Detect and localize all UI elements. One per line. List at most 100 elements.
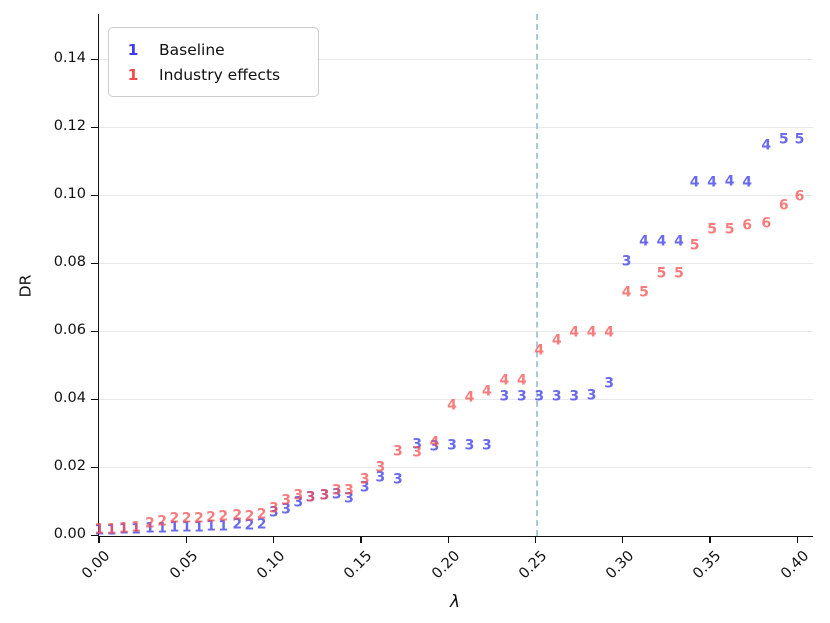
marker-baseline: 4 [689,174,700,191]
marker-baseline: 3 [534,388,545,405]
marker-industry: 3 [344,482,354,499]
x-tick [709,536,711,543]
marker-industry: 5 [674,266,684,283]
marker-industry: 2 [145,515,155,532]
marker-baseline: 3 [293,494,304,511]
marker-industry: 3 [331,483,342,500]
x-axis-label: λ [449,592,461,612]
legend-label-industry: Industry effects [159,65,281,84]
marker-baseline: 3 [464,437,475,454]
x-tick [534,536,537,543]
marker-baseline: 3 [412,436,422,453]
marker-baseline: 1 [157,520,168,537]
marker-baseline: 1 [218,518,229,535]
marker-baseline: 4 [639,234,649,251]
marker-baseline: 3 [331,486,342,503]
marker-baseline: 3 [359,479,370,496]
marker-industry: 6 [778,197,789,214]
marker-industry: 3 [319,487,330,504]
marker-baseline: 3 [621,253,632,270]
marker-baseline: 1 [181,519,192,536]
legend-row-industry: 1 Industry effects [121,62,306,87]
x-tick-label: 0.30 [603,548,638,583]
marker-industry: 6 [794,188,805,205]
marker-baseline: 4 [674,234,684,251]
marker-industry: 3 [359,471,370,488]
legend-marker-baseline: 1 [127,40,139,59]
y-tick-label: 0.00 [53,526,86,542]
gridline [99,330,813,332]
x-tick-label: 0.20 [428,548,463,583]
y-tick-label: 0.04 [53,389,86,406]
marker-baseline: 2 [256,516,267,533]
x-tick-label: 0.05 [166,548,201,583]
marker-industry: 5 [656,266,667,283]
y-tick [91,466,98,469]
marker-industry: 4 [499,372,510,389]
legend-marker-industry: 1 [127,65,139,84]
vertical-dashed-reference-line [535,14,538,536]
marker-baseline: 3 [392,471,403,488]
y-tick-label: 0.14 [53,49,86,66]
gridline [99,398,813,400]
marker-baseline: 5 [778,131,789,148]
x-tick-label: 0.15 [341,548,376,583]
marker-industry: 2 [193,510,204,527]
marker-industry: 4 [534,342,545,359]
marker-baseline: 1 [94,522,105,539]
marker-baseline: 3 [586,387,597,404]
marker-industry: 4 [447,397,457,414]
marker-baseline: 3 [269,504,279,521]
marker-baseline: 2 [232,516,243,533]
marker-baseline: 3 [305,489,316,506]
marker-industry: 2 [169,511,180,528]
gridline [99,126,813,128]
marker-industry: 1 [131,519,141,536]
x-tick-label: 0.35 [690,548,725,583]
gridline [99,262,813,264]
marker-baseline: 2 [244,517,255,534]
y-tick [91,262,98,265]
marker-industry: 5 [689,237,700,254]
marker-industry: 1 [118,520,129,537]
x-tick [272,536,275,543]
marker-baseline: 4 [724,173,735,190]
marker-industry: 6 [742,217,752,234]
y-tick [91,535,98,537]
marker-baseline: 1 [169,519,180,536]
marker-industry: 5 [724,221,735,238]
marker-industry: 4 [429,434,440,451]
marker-baseline: 3 [569,388,580,405]
marker-industry: 1 [106,521,117,538]
marker-industry: 4 [569,324,580,341]
x-tick-label: 0.25 [515,548,551,583]
marker-industry: 3 [375,460,386,477]
marker-industry: 3 [281,492,291,509]
marker-baseline: 3 [516,388,527,405]
gridline [99,466,813,468]
marker-industry: 2 [181,510,192,527]
marker-baseline: 3 [604,375,614,392]
marker-baseline: 3 [281,501,291,518]
y-tick [91,126,98,129]
x-tick-label: 0.10 [254,548,289,583]
marker-industry: 4 [464,389,475,406]
x-tick [360,536,362,543]
y-axis-label: DR [16,274,35,298]
legend-row-baseline: 1 Baseline [121,37,306,62]
marker-baseline: 3 [499,388,510,405]
y-tick-label: 0.02 [53,457,86,474]
marker-baseline: 1 [193,519,204,536]
marker-industry: 3 [305,489,316,506]
marker-industry: 3 [392,443,403,460]
marker-industry: 4 [516,372,527,389]
marker-industry: 4 [604,324,614,341]
marker-baseline: 1 [145,520,155,537]
y-tick-label: 0.12 [53,117,86,134]
marker-industry: 3 [269,501,279,518]
marker-industry: 3 [412,445,422,462]
y-tick-label: 0.10 [53,185,86,202]
marker-industry: 5 [707,221,718,238]
x-tick [447,536,449,543]
